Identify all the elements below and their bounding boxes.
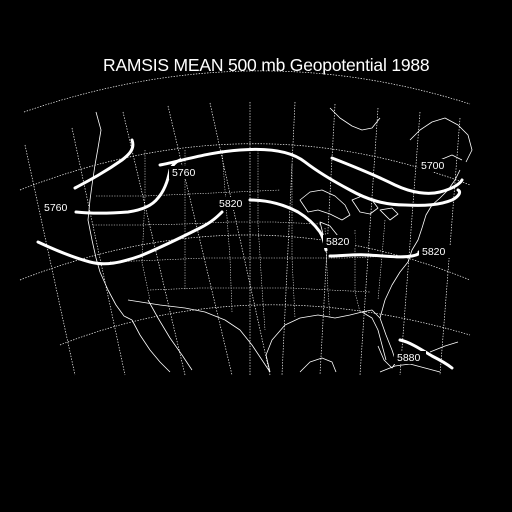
meridian-line	[359, 107, 379, 376]
contour-lines	[36, 138, 464, 370]
parallel-line	[23, 70, 471, 113]
parallel-line	[19, 234, 471, 281]
state-boundary	[377, 219, 386, 301]
contour-label-bg	[323, 235, 355, 248]
meridian-line	[24, 144, 76, 376]
contour-label-bg	[394, 351, 426, 364]
contour-label-bg	[216, 197, 248, 210]
contour-labels: 5700 5760 5760 5820 5820 5820 5880	[41, 159, 451, 364]
map-title: RAMSIS MEAN 500 mb Geopotential 1988	[103, 55, 430, 75]
contour-label-5760-north: 5760	[172, 167, 196, 179]
contour-label-5820-central: 5820	[219, 198, 243, 210]
contour-label-bg	[418, 159, 450, 172]
contour-label-5880: 5880	[397, 352, 421, 364]
meridian-line	[122, 111, 186, 376]
coastline	[87, 107, 473, 373]
meridian-line	[399, 111, 421, 376]
state-boundary	[354, 230, 361, 313]
contour-5700-line	[73, 138, 464, 195]
contour-5820-west-line	[36, 210, 224, 266]
state-boundary	[141, 150, 151, 301]
parallel-line	[59, 304, 471, 346]
meridian-line	[71, 127, 126, 376]
graticule	[19, 70, 471, 376]
contour-5760-north-line	[158, 147, 462, 207]
great-lakes	[299, 189, 399, 245]
us-mexico-border	[127, 299, 271, 373]
state-boundary	[257, 150, 266, 331]
state-boundary	[96, 189, 281, 197]
state-boundary	[291, 165, 296, 319]
florida-coastline	[361, 309, 397, 369]
contour-label-5820-south: 5820	[326, 236, 350, 248]
contour-label-5820-east: 5820	[422, 246, 446, 258]
pacific-coastline	[87, 111, 133, 321]
contour-5820-east-line	[328, 250, 421, 259]
meridian-line	[281, 101, 296, 376]
contour-5880-line	[398, 338, 454, 370]
contour-label-bg	[169, 166, 201, 179]
state-boundary	[221, 149, 233, 313]
parallel-line	[19, 143, 471, 191]
state-boundary	[109, 255, 396, 263]
meridian-line	[167, 105, 233, 376]
state-boundary	[149, 287, 371, 293]
contour-label-bg	[419, 245, 451, 258]
mexico-coastline-west	[131, 299, 193, 373]
state-boundaries	[93, 149, 396, 331]
contour-label-5760-west: 5760	[44, 202, 68, 214]
yucatan-coastline	[299, 357, 337, 373]
gulf-coastline	[265, 311, 387, 373]
state-boundary	[324, 227, 331, 319]
hudson-bay	[329, 107, 381, 131]
contour-label-bg	[41, 201, 73, 214]
contour-label-5700: 5700	[421, 160, 445, 172]
